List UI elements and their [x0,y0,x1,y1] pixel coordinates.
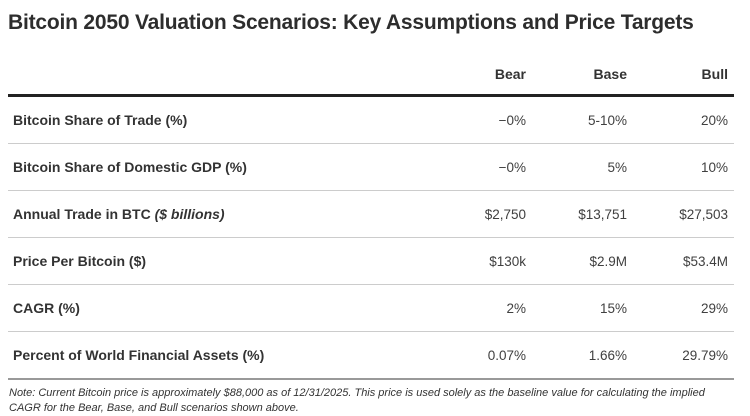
row-label-text: Bitcoin Share of Domestic GDP (%) [13,159,247,175]
cell-bear: −0% [498,159,526,175]
scenario-table: Bear Base Bull Bitcoin Share of Trade (%… [8,36,734,380]
table-row: CAGR (%) 2% 15% 29% [8,285,734,332]
cell-base: 1.66% [588,347,627,363]
row-label: Price Per Bitcoin ($) [8,253,425,269]
row-label-text: Percent of World Financial Assets (%) [13,347,265,363]
row-label: Bitcoin Share of Domestic GDP (%) [8,159,425,175]
row-label-text: Bitcoin Share of Trade (%) [13,112,188,128]
header-bull: Bull [701,66,728,82]
table-row: Bitcoin Share of Domestic GDP (%) −0% 5%… [8,144,734,191]
footnote: Note: Current Bitcoin price is approxima… [9,387,705,414]
row-label-text: Annual Trade in BTC [13,206,151,222]
row-label-text: Price Per Bitcoin ($) [13,253,147,269]
table-header-row: Bear Base Bull [8,36,734,97]
row-label: CAGR (%) [8,300,425,316]
row-label: Percent of World Financial Assets (%) [8,347,425,363]
cell-base: 5% [607,159,627,175]
cell-bear: $130k [489,253,526,269]
cell-base: $13,751 [578,206,627,222]
cell-base: 15% [599,300,627,316]
row-label: Annual Trade in BTC ($ billions) [8,206,425,222]
table-row: Percent of World Financial Assets (%) 0.… [8,332,734,380]
cell-bear: −0% [498,112,526,128]
cell-base: $2.9M [589,253,627,269]
cell-base: 5-10% [587,112,627,128]
row-label-suffix: ($ billions) [150,206,225,222]
cell-bear: $2,750 [484,206,526,222]
table-row: Price Per Bitcoin ($) $130k $2.9M $53.4M [8,238,734,285]
cell-bull: 29.79% [682,347,728,363]
cell-bull: 20% [700,112,728,128]
cell-bull: $53.4M [682,253,728,269]
table-row: Annual Trade in BTC ($ billions) $2,750 … [8,191,734,238]
table-row: Bitcoin Share of Trade (%) −0% 5-10% 20% [8,97,734,144]
cell-bull: $27,503 [679,206,728,222]
cell-bear: 0.07% [487,347,526,363]
cell-bear: 2% [506,300,526,316]
figure-title: Bitcoin 2050 Valuation Scenarios: Key As… [8,11,694,34]
header-bear: Bear [494,66,526,82]
cell-bull: 29% [700,300,728,316]
row-label-text: CAGR (%) [13,300,80,316]
cell-bull: 10% [700,159,728,175]
header-base: Base [593,66,627,82]
row-label: Bitcoin Share of Trade (%) [8,112,425,128]
